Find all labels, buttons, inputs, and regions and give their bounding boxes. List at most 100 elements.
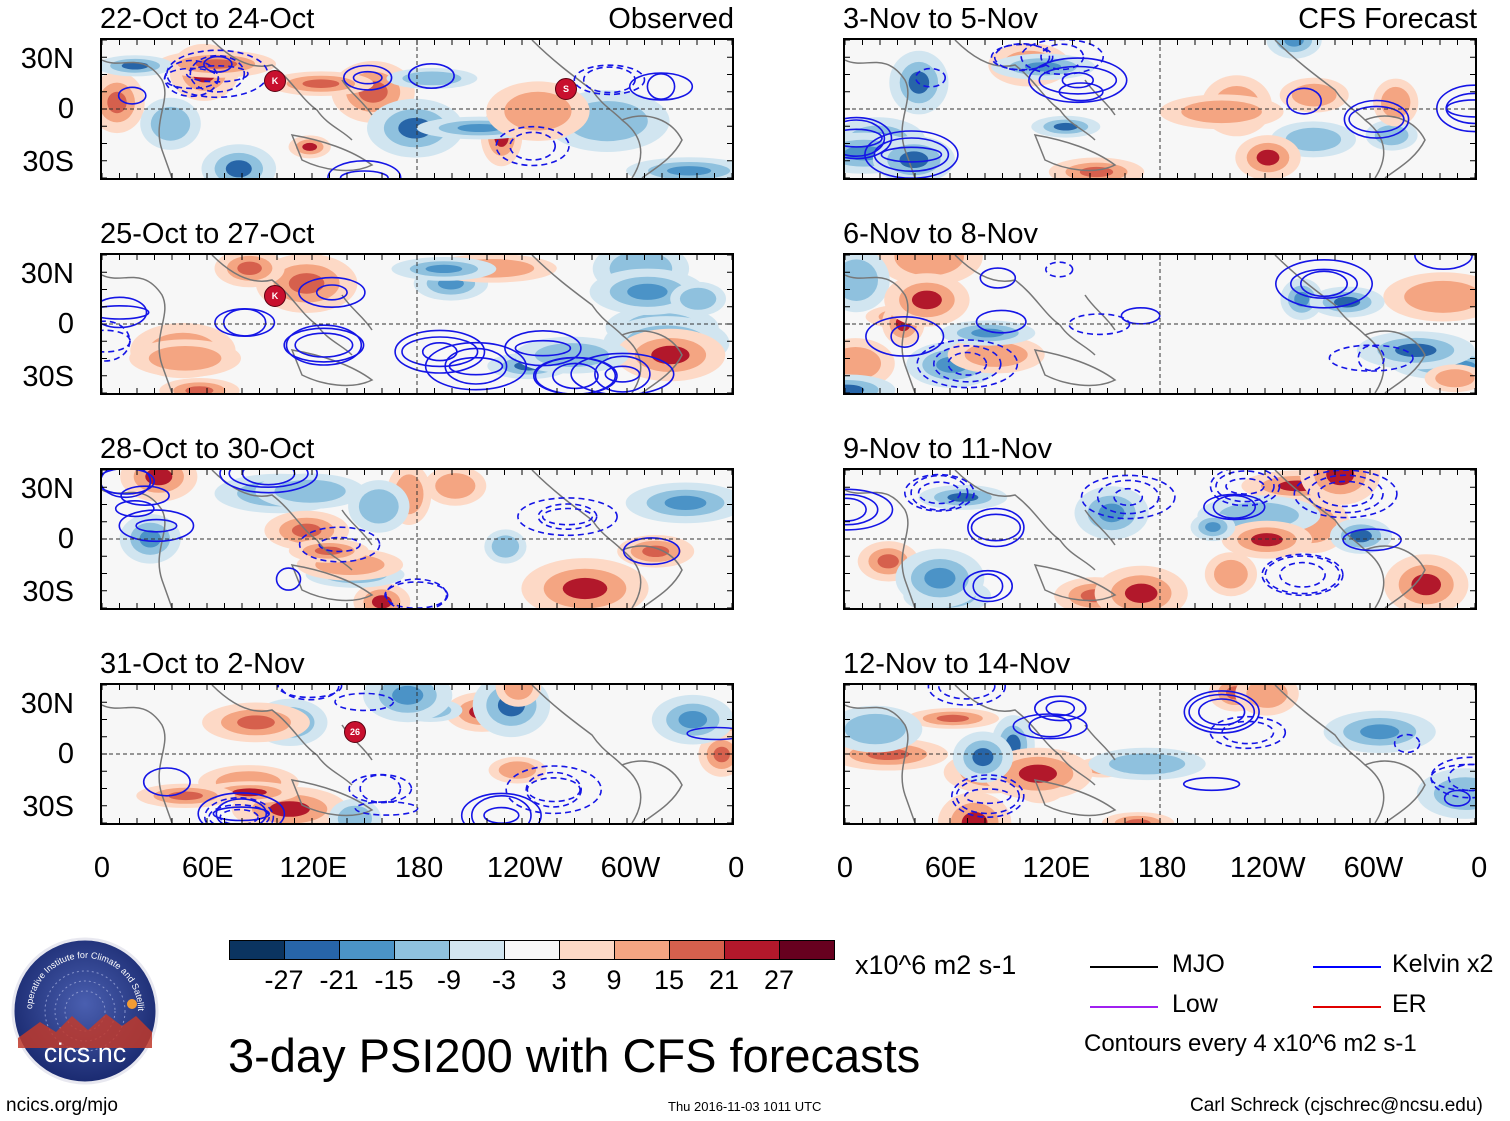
lon-label: 120E (1022, 852, 1091, 884)
lon-label: 0 (1471, 852, 1488, 884)
contour-line (622, 537, 681, 566)
contour-line (927, 685, 1006, 706)
contour-line (135, 518, 178, 533)
contour-line (102, 320, 131, 362)
colorbar-tick-label: -3 (491, 965, 517, 995)
anomaly-blob (1053, 122, 1078, 131)
anomaly-blob (195, 59, 238, 69)
contour-line (1209, 470, 1281, 507)
contour-line (142, 767, 191, 797)
coastline (1084, 294, 1116, 331)
coastline (211, 255, 353, 356)
anomaly-blob (1395, 343, 1437, 357)
footer-url[interactable]: ncics.org/mjo (6, 1095, 118, 1116)
contour-line (219, 470, 318, 494)
contour-line (1040, 43, 1085, 71)
contour-line (394, 329, 486, 374)
contour-line (285, 324, 363, 366)
anomaly-blob (402, 71, 462, 86)
coastline (290, 134, 374, 172)
anomaly-blob (899, 151, 929, 168)
map-panel-5 (100, 468, 734, 610)
coastline (341, 79, 373, 116)
contour-line (1264, 555, 1341, 595)
contour-line (1286, 87, 1323, 115)
legend-low-label: Low (1172, 990, 1218, 1018)
colorbar-tick-label: 3 (551, 965, 567, 995)
anomaly-blob (961, 811, 988, 823)
contour-line (594, 355, 651, 393)
contour-line (318, 536, 361, 553)
anomaly-blob (498, 761, 537, 779)
anomaly-blob (911, 290, 942, 310)
coastline (954, 255, 1096, 356)
contour-line (517, 497, 618, 537)
contour-line (1203, 493, 1266, 521)
contour-line (102, 470, 155, 495)
anomaly-blob (185, 386, 214, 393)
contour-line (1430, 763, 1475, 792)
anomaly-blob (1411, 573, 1441, 596)
lat-label: 30S (22, 791, 74, 823)
colorbar-swatch (669, 940, 725, 960)
contour-line (1096, 479, 1160, 515)
anomaly-blob (1381, 86, 1411, 119)
contour-line (204, 797, 275, 823)
contour-line (277, 685, 343, 699)
contour-line (1038, 65, 1118, 95)
coastline (621, 115, 683, 178)
lon-label: 60E (181, 852, 234, 884)
contour-line (962, 569, 1013, 603)
anomaly-blob (845, 384, 865, 393)
contour-line (972, 573, 1004, 599)
contour-line (1445, 92, 1475, 125)
contour-line (1045, 700, 1076, 717)
coastline (531, 40, 642, 178)
contour-line (1317, 480, 1374, 508)
legend-er-label: ER (1392, 990, 1427, 1018)
coastline (1084, 724, 1116, 761)
legend-kelvin-line (1313, 966, 1381, 968)
contour-line (845, 493, 879, 526)
contour-line (471, 795, 532, 823)
lat-label: 30S (22, 576, 74, 608)
contour-line (339, 170, 389, 178)
contour-line (1443, 789, 1471, 807)
coastline (102, 274, 173, 393)
contour-line (1289, 268, 1358, 299)
contour-line (1328, 344, 1414, 372)
anomaly-blob (1214, 559, 1248, 589)
coastline (1033, 564, 1117, 602)
contour-line (1430, 756, 1475, 799)
colorbar-swatch (394, 940, 450, 960)
colorbar-swatch (339, 940, 395, 960)
contour-line (628, 72, 694, 101)
contour-line (604, 365, 641, 383)
contour-line (525, 771, 583, 808)
lat-label: 0 (57, 523, 74, 555)
contour-line (514, 339, 572, 357)
anomaly-blob (1125, 819, 1151, 823)
legend-er-line (1313, 1006, 1381, 1008)
contour-line (970, 513, 1022, 542)
colorbar-tick-label: 15 (653, 965, 685, 995)
coastline (290, 779, 374, 817)
coastline (1033, 779, 1117, 817)
map-panel-3: K (100, 253, 734, 395)
contour-line (505, 765, 603, 815)
colorbar-swatch (229, 940, 285, 960)
contour-line (1348, 105, 1405, 134)
contour-line (444, 347, 508, 385)
anomaly-blob (1285, 127, 1342, 152)
lat-label: 0 (57, 308, 74, 340)
colorbar-swatch (779, 940, 835, 960)
contour-line (334, 692, 395, 712)
contour-line (424, 341, 528, 391)
anomaly-blob (237, 261, 262, 275)
contour-line (114, 499, 155, 518)
colorbar-swatch (614, 940, 670, 960)
contour-line (1209, 715, 1287, 750)
anomaly-blob (302, 142, 318, 151)
contour-line (1068, 313, 1131, 336)
contour-line (280, 685, 340, 701)
